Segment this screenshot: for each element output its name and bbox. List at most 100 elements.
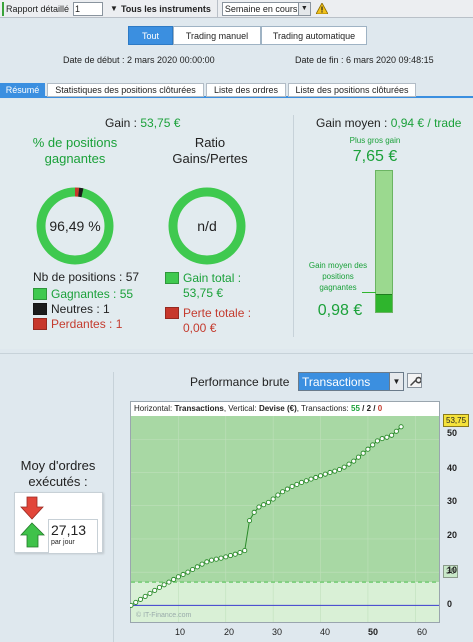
data-point	[171, 576, 177, 583]
gain-moyen-gagnantes-value: 0,98 €	[317, 302, 363, 319]
data-point	[227, 552, 234, 559]
data-point	[199, 561, 205, 567]
chevron-down-icon[interactable]: ▼	[297, 2, 310, 15]
end-date: Date de fin : 6 mars 2020 09:48:15	[295, 55, 434, 65]
data-point	[237, 550, 243, 556]
data-point	[175, 574, 181, 580]
x-tick-label: 40	[320, 627, 331, 637]
tab-resume[interactable]: Résumé	[0, 83, 45, 97]
tab-closed-positions-list[interactable]: Liste des positions clôturées	[288, 83, 416, 97]
plus-gros-gain-value: 7,65 €	[352, 148, 398, 165]
filter-all-button[interactable]: Tout	[128, 26, 173, 45]
series-line	[130, 426, 402, 606]
perte-totale-label: Perte totale :	[183, 306, 252, 320]
gain-total-value: 53,75 €	[183, 286, 224, 300]
report-number-input[interactable]: 1	[73, 1, 104, 16]
summary-divider	[293, 115, 294, 337]
data-point	[280, 489, 286, 495]
data-point	[308, 476, 314, 482]
toolbar: Rapport détaillé 1 ▼ Tous les instrument…	[0, 0, 473, 18]
caption-losses: 0	[377, 404, 383, 413]
instruments-label: Tous les instruments	[120, 3, 211, 14]
loser-swatch	[33, 318, 47, 330]
chart-area-lower	[131, 582, 439, 622]
data-point	[223, 554, 229, 560]
wrench-icon[interactable]	[407, 373, 422, 388]
data-point	[270, 496, 276, 502]
ratio-donut	[168, 187, 246, 265]
data-point	[213, 556, 219, 562]
data-point	[256, 504, 262, 510]
win-pct-donut	[36, 187, 114, 265]
data-point	[142, 593, 148, 599]
plus-gros-gain-label: Plus gros gain	[349, 136, 401, 145]
performance-chart	[130, 416, 439, 622]
data-point	[384, 434, 390, 440]
tab-orders-list[interactable]: Liste des ordres	[206, 83, 286, 97]
caption-t-label: , Transactions:	[296, 404, 351, 413]
data-point	[204, 559, 210, 565]
data-point	[180, 571, 186, 578]
section-divider	[0, 353, 473, 354]
x-tick-label: 30	[272, 627, 283, 637]
performance-label: Performance brute	[190, 375, 290, 389]
caption-h-value: Transactions	[174, 404, 224, 413]
report-indicator	[2, 1, 4, 16]
ratio-value: n/d	[197, 218, 217, 234]
gain-total-label: Gain total :	[183, 271, 242, 285]
warning-icon[interactable]	[315, 3, 328, 14]
ratio-title: Ratio Gains/Pertes	[172, 135, 248, 166]
data-point	[351, 458, 357, 464]
y-tick-label: 40	[447, 463, 458, 473]
data-point	[317, 473, 324, 479]
gain-moyen-value: 0,94 € / trade	[390, 116, 462, 130]
period-select[interactable]: Semaine en cours ▼	[221, 1, 311, 16]
data-point	[190, 566, 196, 573]
gain-total-swatch	[165, 272, 179, 284]
caption-sep-1: /	[359, 404, 367, 413]
caption-sep-2: /	[371, 404, 378, 413]
report-toggle[interactable]: Rapport détaillé	[0, 0, 69, 18]
trade-type-filter: Tout Trading manuel Trading automatique	[128, 26, 367, 45]
data-point	[232, 551, 238, 557]
gain-moyen-label: Gain moyen :	[316, 116, 391, 130]
data-point	[346, 461, 352, 467]
legend-losers: Perdantes : 1	[33, 317, 122, 331]
win-pct-title: % de positions gagnantes	[32, 135, 118, 166]
perte-totale: Perte totale :0,00 €	[165, 306, 251, 336]
losers-label: Perdantes : 1	[51, 317, 123, 331]
data-point	[130, 602, 134, 608]
neutral-swatch	[33, 303, 47, 315]
x-tick-label: 10	[175, 627, 186, 637]
data-point	[389, 432, 395, 438]
gauge-pointer	[362, 292, 376, 293]
data-point	[251, 509, 257, 515]
winner-swatch	[33, 288, 47, 300]
positions-count: Nb de positions : 57	[33, 270, 140, 284]
data-point	[194, 564, 200, 570]
data-point	[365, 446, 371, 452]
data-point	[152, 587, 158, 593]
instruments-dropdown[interactable]: ▼ Tous les instruments	[110, 0, 218, 18]
gain-moyen-gagnantes-label: Gain moyen des positions gagnantes	[308, 261, 368, 292]
filter-manual-button[interactable]: Trading manuel	[173, 26, 261, 45]
performance-select[interactable]: Transactions ▼	[298, 372, 404, 391]
perte-totale-value: 0,00 €	[183, 321, 217, 335]
filter-auto-button[interactable]: Trading automatique	[261, 26, 367, 45]
x-tick-label: 20	[224, 627, 235, 637]
gain-title: Gain : 53,75 €	[105, 116, 180, 130]
chevron-down-icon[interactable]: ▼	[389, 373, 403, 390]
caption-wins: 55	[351, 404, 360, 413]
data-point	[355, 454, 361, 460]
bottom-divider	[113, 372, 114, 642]
gain-gauge-fill	[376, 293, 392, 312]
data-point	[265, 499, 271, 505]
data-point	[393, 428, 399, 434]
data-point	[398, 424, 404, 430]
data-point	[218, 555, 224, 561]
data-point	[374, 438, 380, 444]
y-tick-label: 50	[447, 428, 458, 438]
tab-closed-positions-stats[interactable]: Statistiques des positions clôturées	[47, 83, 204, 97]
data-point	[322, 471, 328, 477]
gain-value: 53,75 €	[140, 116, 181, 130]
